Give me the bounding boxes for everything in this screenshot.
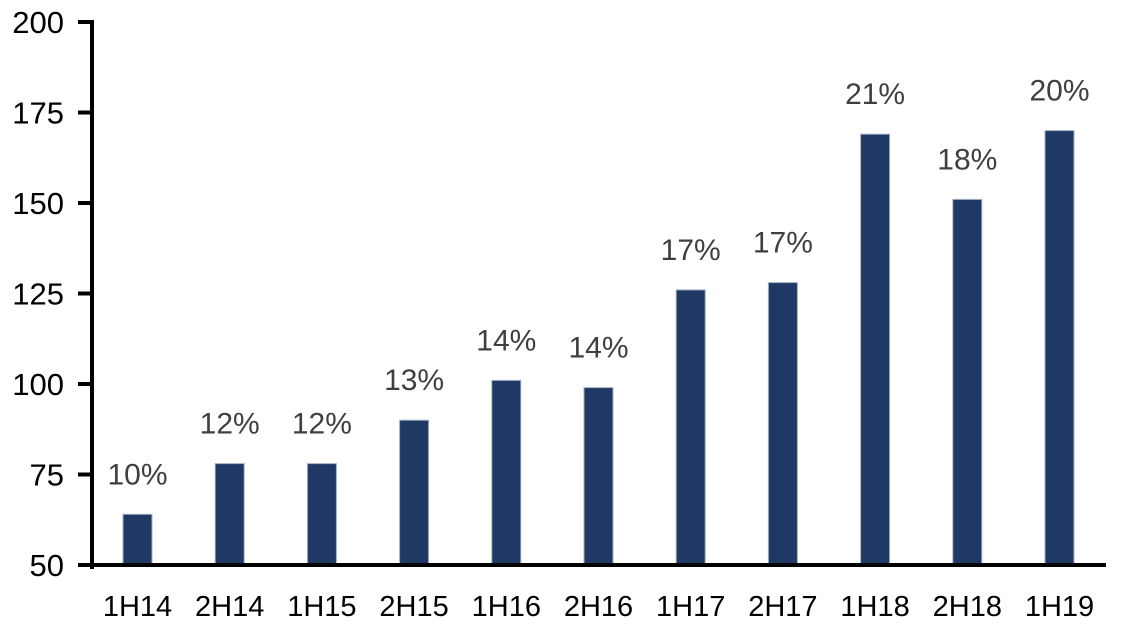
bar-1H19: [1044, 130, 1075, 566]
bar-data-label-2H18: 18%: [937, 143, 997, 176]
x-axis-category-label-1H18: 1H18: [840, 591, 909, 623]
x-axis-category-label-1H15: 1H15: [287, 591, 356, 623]
x-axis-category-label-1H17: 1H17: [656, 591, 725, 623]
bar-data-label-1H18: 21%: [845, 78, 905, 111]
y-axis-tick-label: 175: [12, 96, 64, 131]
x-axis-category-label-1H14: 1H14: [103, 591, 172, 623]
bar-data-label-1H19: 20%: [1029, 75, 1089, 108]
bar-2H17: [767, 282, 798, 566]
x-axis-category-label-2H15: 2H15: [379, 591, 448, 623]
y-axis-tick-label: 125: [12, 277, 64, 312]
x-axis-category-label-1H16: 1H16: [472, 591, 541, 623]
bar-data-label-1H15: 12%: [292, 408, 352, 441]
bar-data-label-2H16: 14%: [568, 332, 628, 365]
x-axis-category-label-2H17: 2H17: [748, 591, 817, 623]
bar-2H18: [952, 198, 983, 566]
bar-1H17: [675, 289, 706, 566]
x-axis-category-label-2H16: 2H16: [564, 591, 633, 623]
y-axis-tick-label: 150: [12, 186, 64, 221]
bar-1H15: [306, 463, 337, 566]
bar-data-label-2H14: 12%: [200, 408, 260, 441]
y-axis-tick-label: 50: [30, 548, 64, 583]
y-axis-tick-label: 75: [30, 458, 64, 493]
bar-data-label-1H14: 10%: [107, 458, 167, 491]
x-axis-category-label-2H18: 2H18: [933, 591, 1002, 623]
bar-data-label-1H17: 17%: [661, 234, 721, 267]
bar-1H18: [860, 133, 891, 566]
y-axis-tick-label: 100: [12, 367, 64, 402]
bar-data-label-1H16: 14%: [476, 324, 536, 357]
bar-2H16: [583, 387, 614, 566]
x-axis-category-label-2H14: 2H14: [195, 591, 264, 623]
x-axis-category-label-1H19: 1H19: [1025, 591, 1094, 623]
bar-data-label-2H17: 17%: [753, 227, 813, 260]
bar-1H16: [491, 379, 522, 566]
bar-2H15: [399, 419, 430, 566]
bar-1H14: [122, 513, 153, 566]
bar-2H14: [214, 463, 245, 566]
bar-data-label-2H15: 13%: [384, 364, 444, 397]
y-axis-tick-label: 200: [12, 5, 64, 40]
